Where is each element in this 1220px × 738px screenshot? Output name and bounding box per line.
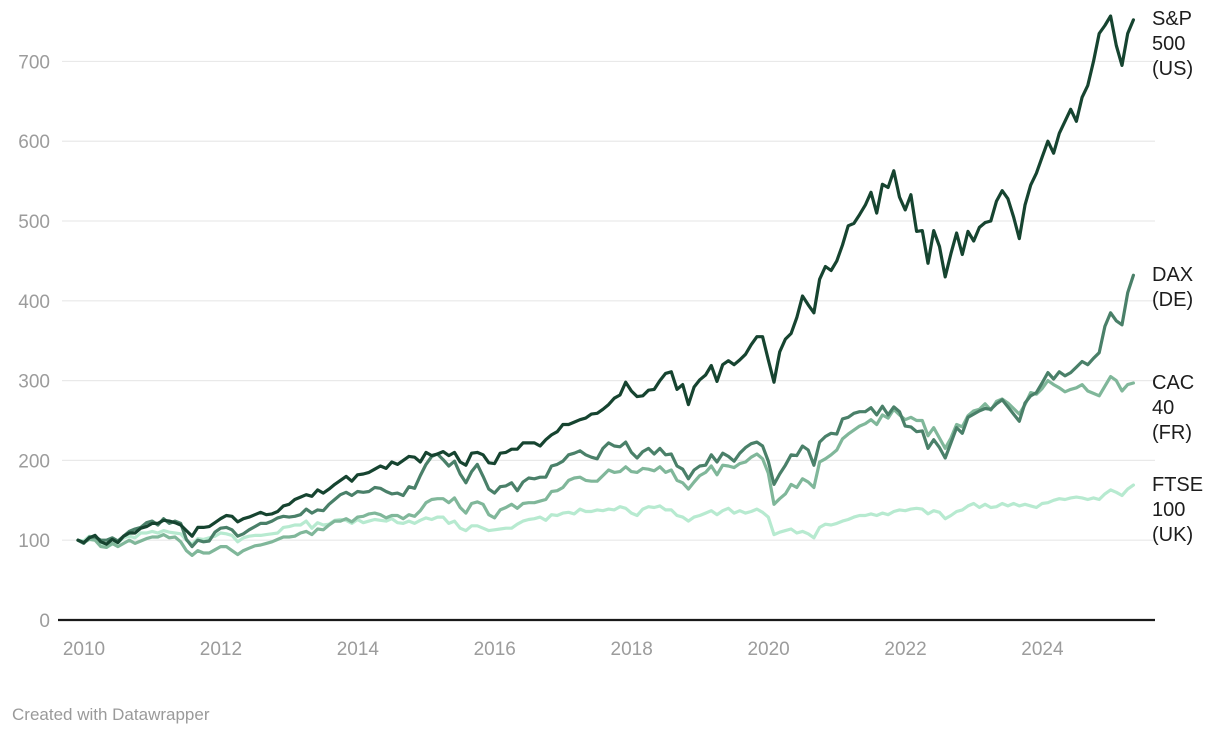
legend-label-line: CAC: [1152, 371, 1195, 394]
plot-area: 0 100 200 300 400 500 600 700 2010 2012 2014 2016 20…: [18, 14, 1155, 660]
x-tick-label: 2018: [611, 639, 653, 660]
y-tick-label: 100: [18, 531, 50, 552]
legend-label-line: (US): [1152, 58, 1194, 81]
legend-label-line: 500: [1152, 33, 1186, 56]
series-line-dax[interactable]: [76, 273, 1135, 549]
y-tick-label: 400: [18, 292, 50, 313]
y-tick-label: 500: [18, 212, 50, 233]
x-tick-label: 2020: [747, 639, 789, 660]
legend-label-line: (DE): [1152, 288, 1194, 311]
x-tick-label: 2014: [337, 639, 380, 660]
series-line-cac[interactable]: [76, 375, 1135, 557]
legend-label-cac: CAC 40 (FR): [1152, 371, 1194, 446]
series-legend: S&P 500 (US) DAX (DE) CAC 40 (FR) FTSE 100 (UK): [1152, 7, 1203, 548]
datawrapper-credit-link[interactable]: Created with Datawrapper: [12, 705, 210, 724]
legend-label-line: 40: [1152, 396, 1175, 419]
x-tick-label: 2024: [1021, 639, 1064, 660]
x-tick-label: 2010: [63, 639, 105, 660]
legend-label-ftse: FTSE 100 (UK): [1152, 473, 1203, 548]
y-tick-label: 200: [18, 451, 50, 472]
legend-label-line: (UK): [1152, 523, 1194, 546]
series-line-s-p[interactable]: [76, 14, 1135, 546]
x-tick-label: 2012: [200, 639, 242, 660]
x-tick-label: 2016: [474, 639, 516, 660]
y-tick-label: 0: [39, 611, 50, 632]
legend-label-s-p: S&P 500 (US): [1152, 7, 1193, 82]
legend-label-line: 100: [1152, 498, 1186, 521]
y-tick-label: 600: [18, 132, 50, 153]
y-tick-label: 700: [18, 52, 50, 73]
legend-label-line: FTSE: [1152, 473, 1204, 496]
legend-label-line: (FR): [1152, 421, 1192, 444]
legend-label-line: S&P: [1152, 8, 1193, 31]
legend-label-line: DAX: [1152, 263, 1194, 286]
series-line-ftse[interactable]: [76, 483, 1135, 549]
legend-label-dax: DAX (DE): [1152, 263, 1193, 313]
x-tick-label: 2022: [884, 639, 926, 660]
y-tick-label: 300: [18, 372, 50, 393]
